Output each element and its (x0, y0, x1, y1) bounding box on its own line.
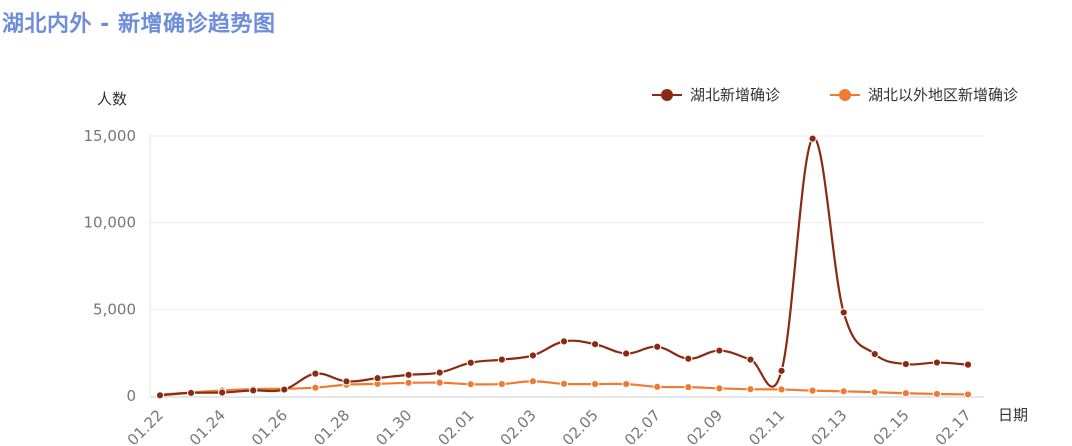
grid-lines (150, 135, 984, 310)
data-point (932, 358, 942, 367)
x-axis-label: 日期 (998, 406, 1028, 424)
legend-marker (661, 89, 673, 101)
y-tick-label: 0 (126, 387, 136, 405)
series-layer (155, 134, 973, 400)
x-tick-label: 01.24 (186, 406, 229, 446)
data-point (404, 378, 413, 387)
data-point (559, 379, 569, 388)
data-point (528, 351, 538, 360)
data-point (777, 366, 786, 375)
data-point (311, 369, 320, 378)
legend-label: 湖北以外地区新增确诊 (868, 86, 1018, 104)
x-tick-label: 02.17 (932, 406, 975, 446)
x-tick-label: 01.26 (248, 406, 291, 446)
data-point (342, 377, 351, 386)
y-tick-label: 10,000 (84, 214, 137, 232)
data-point (373, 374, 382, 383)
data-point (808, 386, 817, 395)
data-point (435, 378, 444, 387)
page-title: 湖北内外 - 新增确诊趋势图 (2, 12, 276, 37)
data-point (622, 379, 631, 389)
data-point (839, 387, 848, 396)
series-line (159, 137, 969, 397)
data-point (777, 385, 786, 394)
data-point (684, 354, 693, 363)
data-point (466, 358, 475, 367)
data-point (839, 308, 848, 317)
data-point (684, 383, 693, 392)
data-point (963, 390, 973, 399)
data-point (280, 385, 289, 394)
data-point (715, 384, 724, 393)
x-tick-label: 02.09 (683, 406, 726, 446)
x-tick-label: 02.11 (745, 406, 788, 446)
x-tick-label: 01.22 (124, 406, 167, 446)
data-point (466, 380, 475, 389)
data-point (590, 379, 600, 389)
x-tick-label: 01.28 (310, 406, 353, 446)
x-tick-label: 02.05 (559, 406, 602, 446)
x-tick-label: 02.03 (497, 406, 540, 446)
data-point (653, 382, 662, 391)
data-point (435, 368, 444, 377)
data-point (186, 388, 196, 397)
data-point (559, 337, 569, 346)
legend-item-outside-hubei[interactable]: 湖北以外地区新增确诊 (830, 86, 1018, 104)
data-point (311, 383, 320, 392)
data-point (870, 388, 879, 397)
data-point (249, 386, 258, 395)
data-point (155, 391, 165, 400)
series-hubei (155, 134, 973, 400)
x-tick-label: 02.07 (621, 406, 664, 446)
legend[interactable]: 湖北新增确诊 湖北以外地区新增确诊 (652, 86, 1018, 104)
data-point (870, 349, 879, 359)
data-point (653, 342, 662, 351)
x-tick-label: 02.01 (434, 406, 477, 446)
x-tick-label: 02.15 (870, 406, 913, 446)
legend-item-hubei[interactable]: 湖北新增确诊 (652, 86, 780, 104)
y-tick-label: 15,000 (84, 127, 137, 145)
data-point (808, 134, 817, 143)
data-point (590, 340, 600, 349)
x-tick-label: 01.30 (372, 406, 415, 446)
legend-marker (839, 89, 851, 101)
data-point (715, 346, 724, 355)
data-point (932, 389, 942, 399)
data-point (497, 379, 506, 389)
legend-label: 湖北新增确诊 (690, 86, 780, 104)
data-point (218, 388, 227, 397)
data-point (746, 385, 755, 394)
data-point (901, 389, 910, 398)
series-outside-hubei (155, 377, 973, 399)
data-point (963, 360, 973, 369)
y-tick-label: 5,000 (93, 300, 136, 318)
data-point (497, 355, 506, 364)
data-point (746, 355, 755, 364)
y-axis-label: 人数 (97, 90, 127, 108)
data-point (622, 349, 631, 358)
data-point (528, 377, 538, 386)
data-point (404, 370, 413, 379)
x-tick-label: 02.13 (807, 406, 850, 446)
data-point (901, 360, 910, 369)
axes: 0 5,000 10,000 15,000 01.22 01.24 01.26 01.28 01… (84, 127, 984, 446)
